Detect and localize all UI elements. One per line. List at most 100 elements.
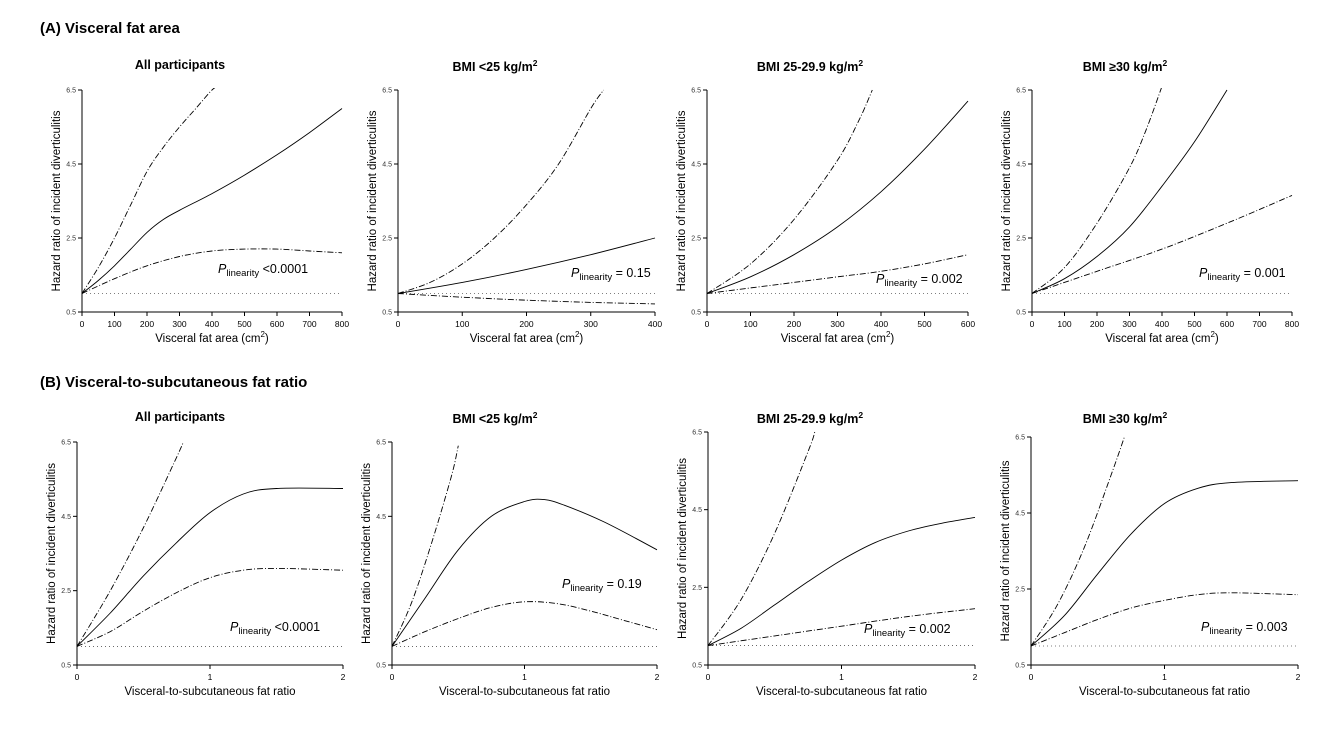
chart-panel-a2: BMI <25 kg/m2 0 100 200 300 400 0.5 2.5 4.5 6.5 Ha… — [335, 58, 662, 358]
x-tick-label: 700 — [302, 319, 316, 329]
x-tick-label: 0 — [396, 319, 401, 329]
x-tick-label: 0 — [1029, 672, 1034, 682]
p-linearity-annotation: Plinearity = 0.002 — [864, 622, 951, 639]
x-tick-label: 100 — [743, 319, 757, 329]
x-tick-label: 0 — [706, 672, 711, 682]
x-axis-label: Visceral fat area (cm2) — [1105, 330, 1219, 345]
x-axis-label: Visceral-to-subcutaneous fat ratio — [124, 686, 295, 698]
y-tick-label: 4.5 — [376, 514, 386, 521]
upper-ci-curve — [82, 88, 216, 294]
y-tick-label: 6.5 — [691, 88, 701, 95]
y-tick-label: 6.5 — [376, 440, 386, 447]
x-tick-label: 600 — [961, 319, 975, 329]
x-tick-label: 0 — [390, 672, 395, 682]
x-tick-label: 200 — [519, 319, 533, 329]
chart-panel-a4: BMI ≥30 kg/m2 0 100 200 300 400 500 600 700 800 0.… — [965, 58, 1299, 358]
y-axis-label: Hazard ratio of incident diverticulitis — [361, 463, 373, 644]
y-tick-label: 6.5 — [1015, 435, 1025, 442]
x-tick-label: 0 — [1030, 319, 1035, 329]
upper-ci-curve — [392, 445, 459, 647]
chart-panel-a3: BMI 25-29.9 kg/m2 0 100 200 300 400 500 600 0.5 2… — [650, 58, 975, 358]
y-tick-label: 2.5 — [66, 236, 76, 243]
p-linearity-annotation: Plinearity = 0.15 — [571, 266, 651, 283]
y-tick-label: 0.5 — [66, 310, 76, 317]
chart-panel-a1: All participants 0 100 200 300 400 500 600 700 80… — [20, 58, 349, 358]
x-axis-label: Visceral fat area (cm2) — [781, 330, 895, 345]
chart-title: BMI <25 kg/m2 — [452, 58, 538, 75]
section-a-title: (A) Visceral fat area — [40, 20, 180, 37]
y-tick-label: 0.5 — [376, 663, 386, 670]
x-tick-label: 200 — [1090, 319, 1104, 329]
x-tick-label: 400 — [648, 319, 662, 329]
chart-svg: 0 1 2 0.5 2.5 4.5 6.5 Hazard ratio of incident … — [46, 440, 346, 699]
chart-panel-b1: All participants 0 1 2 0.5 2.5 4.5 6.5 Hazard ra… — [20, 410, 346, 710]
y-tick-label: 6.5 — [1016, 88, 1026, 95]
chart-svg: 0 100 200 300 400 0.5 2.5 4.5 6.5 Hazard ratio of… — [367, 88, 662, 346]
x-axis-label: Visceral fat area (cm2) — [155, 330, 269, 345]
chart-svg: 0 100 200 300 400 500 600 700 800 0.5 2.5 4.5 6.5 Haz… — [1001, 88, 1299, 346]
x-tick-label: 0 — [705, 319, 710, 329]
upper-ci-curve — [398, 89, 604, 294]
lower-ci-curve — [392, 601, 658, 647]
x-tick-label: 800 — [1285, 319, 1299, 329]
y-tick-label: 2.5 — [1015, 587, 1025, 594]
x-axis-label: Visceral-to-subcutaneous fat ratio — [439, 686, 610, 698]
y-tick-label: 4.5 — [1015, 511, 1025, 518]
section-b-title: (B) Visceral-to-subcutaneous fat ratio — [40, 374, 308, 391]
lower-ci-curve — [77, 567, 344, 647]
upper-ci-curve — [1031, 436, 1125, 647]
chart-svg: 0 1 2 0.5 2.5 4.5 6.5 Hazard ratio of incident … — [1000, 435, 1301, 699]
x-tick-label: 200 — [787, 319, 801, 329]
x-tick-label: 300 — [172, 319, 186, 329]
x-tick-label: 300 — [830, 319, 844, 329]
x-tick-label: 700 — [1252, 319, 1266, 329]
y-tick-label: 2.5 — [691, 236, 701, 243]
y-tick-label: 4.5 — [692, 507, 702, 514]
x-tick-label: 600 — [270, 319, 284, 329]
x-tick-label: 2 — [1296, 672, 1301, 682]
y-tick-label: 4.5 — [382, 162, 392, 169]
x-tick-label: 1 — [839, 672, 844, 682]
y-tick-label: 4.5 — [66, 162, 76, 169]
x-tick-label: 0 — [80, 319, 85, 329]
hr-curve — [708, 516, 976, 646]
y-tick-label: 0.5 — [382, 310, 392, 317]
lower-ci-curve — [1031, 592, 1299, 647]
p-linearity-annotation: Plinearity = 0.001 — [1199, 266, 1286, 283]
y-tick-label: 4.5 — [691, 162, 701, 169]
y-tick-label: 0.5 — [691, 310, 701, 317]
chart-panel-b3: BMI 25-29.9 kg/m2 0 1 2 0.5 2.5 4.5 6.5 Hazard r… — [650, 410, 978, 710]
upper-ci-curve — [707, 89, 873, 294]
x-tick-label: 400 — [874, 319, 888, 329]
y-tick-label: 0.5 — [1015, 663, 1025, 670]
y-axis-label: Hazard ratio of incident diverticulitis — [677, 458, 689, 639]
chart-title: BMI ≥30 kg/m2 — [1082, 410, 1168, 427]
lower-ci-curve — [82, 248, 343, 294]
y-tick-label: 6.5 — [61, 440, 71, 447]
x-tick-label: 500 — [1187, 319, 1201, 329]
x-tick-label: 100 — [1057, 319, 1071, 329]
y-axis-label: Hazard ratio of incident diverticulitis — [676, 110, 688, 291]
upper-ci-curve — [77, 441, 184, 647]
hr-curve — [707, 100, 969, 294]
y-tick-label: 2.5 — [61, 588, 71, 595]
x-tick-label: 500 — [237, 319, 251, 329]
y-tick-label: 0.5 — [61, 663, 71, 670]
x-axis-label: Visceral fat area (cm2) — [470, 330, 584, 345]
chart-svg: 0 100 200 300 400 500 600 700 800 0.5 2.5 4.5 6.5 Haz… — [51, 88, 349, 346]
hr-curve — [82, 108, 343, 294]
x-axis-label: Visceral-to-subcutaneous fat ratio — [756, 686, 927, 698]
y-axis-label: Hazard ratio of incident diverticulitis — [1000, 460, 1012, 641]
hr-curve — [1032, 89, 1228, 294]
x-tick-label: 500 — [917, 319, 931, 329]
p-linearity-annotation: Plinearity = 0.003 — [1201, 620, 1288, 637]
chart-panel-b4: BMI ≥30 kg/m2 0 1 2 0.5 2.5 4.5 6.5 Hazard ratio… — [965, 410, 1301, 710]
x-tick-label: 2 — [973, 672, 978, 682]
chart-panel-b2: BMI <25 kg/m2 0 1 2 0.5 4.5 6.5 Hazard ratio of… — [335, 410, 660, 710]
y-tick-label: 2.5 — [692, 585, 702, 592]
x-tick-label: 1 — [208, 672, 213, 682]
chart-title: BMI 25-29.9 kg/m2 — [756, 58, 864, 75]
lower-ci-curve — [708, 608, 976, 647]
upper-ci-curve — [1032, 88, 1162, 294]
p-linearity-annotation: Plinearity = 0.002 — [876, 272, 963, 289]
